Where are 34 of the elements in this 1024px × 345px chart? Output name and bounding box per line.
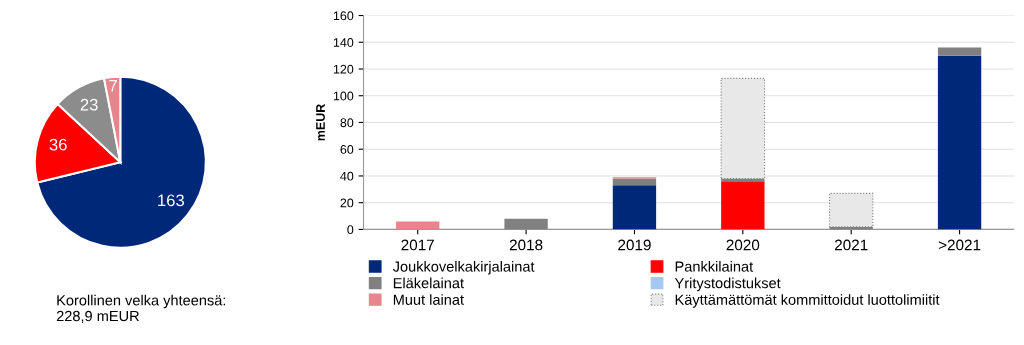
x-tick-label: 2020 <box>726 239 760 251</box>
data-label: 163 <box>158 194 184 207</box>
x-tick-label: >2021 <box>938 239 981 251</box>
legend-label: Pankkilainat <box>675 261 754 272</box>
y-tick-label: 100 <box>333 91 354 101</box>
x-tick-label: 2017 <box>401 239 434 251</box>
y-tick-label: 120 <box>333 64 354 74</box>
bar <box>937 55 982 230</box>
legend-label: Eläkelainat <box>393 277 464 289</box>
y-axis-title: mEUR <box>316 103 325 141</box>
legend-label: Käyttämättömät kommittoidut luottolimiitit <box>675 294 940 308</box>
data-label: 23 <box>80 98 98 111</box>
y-tick-label: 20 <box>340 198 354 208</box>
y-tick-label: 0 <box>347 225 354 235</box>
bar <box>937 47 982 56</box>
data-label: 36 <box>49 138 67 151</box>
y-tick-label: 80 <box>340 118 354 128</box>
legend-label: Muut lainat <box>393 294 464 305</box>
bar <box>396 221 440 230</box>
bar <box>612 185 657 230</box>
text: Korollinen velka yhteensä: 228,9 mEUR <box>56 294 226 323</box>
x-tick-label: 2018 <box>509 239 543 251</box>
bar <box>504 218 548 230</box>
data-label: 7 <box>109 80 117 92</box>
x-tick-label: 2019 <box>618 239 651 251</box>
y-tick-label: 140 <box>333 38 354 47</box>
y-tick-label: 160 <box>333 11 354 21</box>
pie-slice <box>36 75 207 249</box>
x-tick-label: 2021 <box>834 239 868 251</box>
y-tick-label: 40 <box>340 171 354 181</box>
legend-label: Joukkovelkakirjalainat <box>392 261 535 275</box>
y-tick-label: 60 <box>340 145 354 154</box>
bar <box>721 181 765 230</box>
legend-label: Yritystodistukset <box>674 277 781 292</box>
